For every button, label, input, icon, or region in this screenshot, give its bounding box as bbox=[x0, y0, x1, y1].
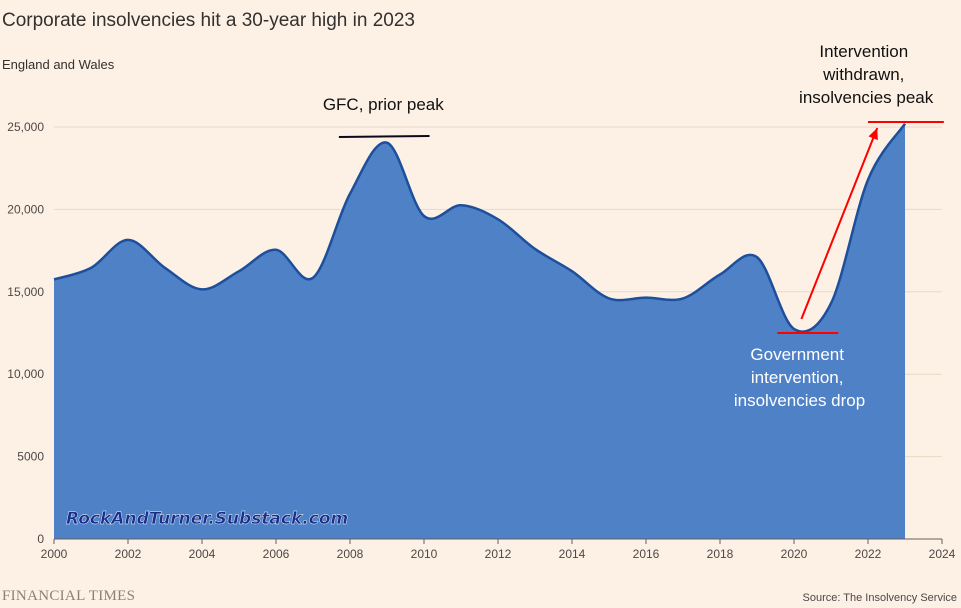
x-tick-label: 2022 bbox=[855, 547, 882, 561]
x-tick-label: 2002 bbox=[115, 547, 142, 561]
gfc-annotation: GFC, prior peak bbox=[323, 95, 444, 114]
x-tick-label: 2000 bbox=[41, 547, 68, 561]
y-tick-label: 15,000 bbox=[7, 285, 44, 299]
series-line bbox=[53, 122, 907, 333]
watermark: RockAndTurner.Substack.com bbox=[66, 509, 348, 529]
withdrawn-annotation-line-3: insolvencies peak bbox=[799, 88, 934, 107]
rise-arrow bbox=[800, 127, 879, 320]
intervention-annotation: Government intervention, insolvencies dr… bbox=[734, 345, 865, 410]
y-tick-label: 5000 bbox=[17, 450, 44, 464]
series-area bbox=[54, 123, 905, 539]
gfc-peak-marker bbox=[338, 135, 430, 138]
publisher-logo: FINANCIAL TIMES bbox=[2, 588, 136, 604]
x-tick-label: 2016 bbox=[633, 547, 660, 561]
rise-arrow-head bbox=[868, 128, 878, 141]
x-tick-label: 2006 bbox=[263, 547, 290, 561]
axis-layer: 0 5000 10,000 15,000 20,000 25,000 2000 2002 200… bbox=[7, 120, 955, 561]
intervention-annotation-line-3: insolvencies drop bbox=[734, 391, 865, 410]
x-tick-label: 2020 bbox=[781, 547, 808, 561]
y-tick-label: 20,000 bbox=[7, 202, 44, 216]
intervention-annotation-line-1: Government bbox=[750, 345, 844, 364]
intervention-annotation-line-2: intervention, bbox=[751, 368, 844, 387]
x-tick-label: 2004 bbox=[189, 547, 216, 561]
area-layer bbox=[53, 122, 907, 539]
withdrawn-annotation-line-1: Intervention bbox=[819, 42, 908, 61]
y-tick-label: 25,000 bbox=[7, 120, 44, 134]
x-tick-label: 2008 bbox=[337, 547, 364, 561]
annotation-layer: GFC, prior peak Government intervention,… bbox=[66, 42, 944, 529]
x-tick-label: 2014 bbox=[559, 547, 586, 561]
y-tick-label: 10,000 bbox=[7, 367, 44, 381]
withdrawn-annotation: Intervention withdrawn, insolvencies pea… bbox=[799, 42, 934, 107]
withdrawn-annotation-line-2: withdrawn, bbox=[822, 65, 904, 84]
source-note: Source: The Insolvency Service bbox=[802, 592, 957, 604]
x-tick-label: 2024 bbox=[929, 547, 956, 561]
x-tick-label: 2010 bbox=[411, 547, 438, 561]
chart-title: Corporate insolvencies hit a 30-year hig… bbox=[2, 10, 415, 31]
chart-subtitle: England and Wales bbox=[2, 57, 115, 72]
x-tick-label: 2012 bbox=[485, 547, 512, 561]
x-tick-label: 2018 bbox=[707, 547, 734, 561]
y-tick-label: 0 bbox=[37, 532, 44, 546]
